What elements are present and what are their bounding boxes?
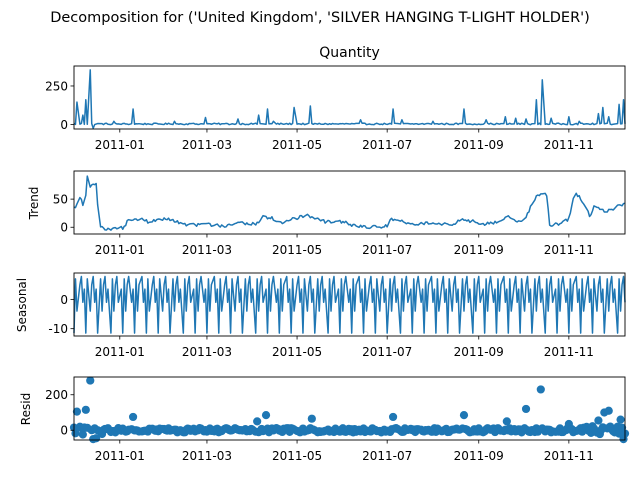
xtick-label: 2011-11 xyxy=(544,138,594,152)
resid-point xyxy=(86,376,95,385)
resid-point xyxy=(536,385,545,394)
xtick-label: 2011-09 xyxy=(454,345,504,359)
marks-seasonal xyxy=(73,275,626,334)
yticks-trend: 0 50 xyxy=(53,193,74,235)
xtick-label: 2011-03 xyxy=(182,345,232,359)
xtick-label: 2011-03 xyxy=(182,138,232,152)
xtick-label: 2011-01 xyxy=(95,243,145,257)
marks-quantity xyxy=(73,69,626,129)
panel-trend: Trend 050 2011-01 2011-03 2011-05 2011-07 20… xyxy=(27,170,626,257)
resid-point xyxy=(81,405,90,414)
panel-title-quantity: Quantity xyxy=(319,45,380,61)
marks-trend xyxy=(73,175,626,231)
resid-point xyxy=(128,412,138,422)
xtick-label: 2011-09 xyxy=(454,138,504,152)
resid-point xyxy=(616,415,625,424)
xtick-label: 2011-09 xyxy=(454,449,504,463)
xtick-label: 2011-01 xyxy=(95,345,145,359)
xtick-label: 2011-01 xyxy=(95,138,145,152)
panel-seasonal: Seasonal -100 2011-01 2011-03 2011-05 2011-… xyxy=(15,272,626,359)
yticks-resid: 0 200 xyxy=(45,388,74,438)
marks-resid xyxy=(69,376,630,444)
resid-point xyxy=(604,406,613,415)
ytick-label: 0 xyxy=(60,293,68,307)
series-line-trend xyxy=(73,175,626,231)
xtick-label: 2011-07 xyxy=(362,243,412,257)
ytick-label: 50 xyxy=(53,193,68,207)
xtick-label: 2011-05 xyxy=(272,449,322,463)
ytick-label: -10 xyxy=(48,322,68,336)
ytick-label: 0 xyxy=(60,118,68,132)
xticks-resid: 2011-01 2011-03 2011-05 2011-07 2011-09 2011-… xyxy=(95,440,594,463)
resid-point xyxy=(253,417,262,426)
frame-resid xyxy=(73,376,626,441)
ylabel-resid: Resid xyxy=(19,393,33,425)
series-line-seasonal xyxy=(73,275,626,334)
ytick-label: 0 xyxy=(60,221,68,235)
resid-point xyxy=(388,412,398,422)
resid-point xyxy=(72,407,82,416)
resid-point xyxy=(521,404,531,414)
resid-point xyxy=(71,429,80,438)
xticks-quantity: 2011-01 2011-03 2011-05 2011-07 2011-09 2011-… xyxy=(95,129,594,152)
ytick-label: 0 xyxy=(60,424,68,438)
xtick-label: 2011-11 xyxy=(544,243,594,257)
xtick-label: 2011-07 xyxy=(362,449,412,463)
frame-quantity xyxy=(73,65,626,130)
resid-point xyxy=(307,414,316,423)
resid-point xyxy=(594,416,603,425)
resid-point xyxy=(261,411,271,420)
xticks-seasonal: 2011-01 2011-03 2011-05 2011-07 2011-09 2011-… xyxy=(95,336,594,359)
yticks-seasonal: -10 0 xyxy=(48,293,74,336)
xtick-label: 2011-01 xyxy=(95,449,145,463)
ylabel-seasonal: Seasonal xyxy=(15,278,29,332)
xtick-label: 2011-03 xyxy=(182,449,232,463)
xtick-label: 2011-05 xyxy=(272,243,322,257)
resid-point xyxy=(502,417,511,426)
ytick-label: 250 xyxy=(45,79,68,93)
xtick-label: 2011-05 xyxy=(272,138,322,152)
ytick-label: 200 xyxy=(45,388,68,402)
ylabel-trend: Trend xyxy=(27,187,41,221)
xtick-label: 2011-11 xyxy=(544,345,594,359)
xtick-label: 2011-07 xyxy=(362,138,412,152)
xtick-label: 2011-11 xyxy=(544,449,594,463)
xtick-label: 2011-03 xyxy=(182,243,232,257)
xtick-label: 2011-07 xyxy=(362,345,412,359)
xticks-trend: 2011-01 2011-03 2011-05 2011-07 2011-09 2011-… xyxy=(95,234,594,257)
xtick-label: 2011-05 xyxy=(272,345,322,359)
yticks-quantity: 0 250 xyxy=(45,79,74,132)
frame-seasonal xyxy=(73,272,626,337)
resid-point xyxy=(78,430,87,439)
frame-trend xyxy=(73,170,626,235)
series-line-quantity xyxy=(73,69,626,129)
xtick-label: 2011-09 xyxy=(454,243,504,257)
resid-point xyxy=(459,411,469,420)
figure-suptitle: Decomposition for ('United Kingdom', 'SI… xyxy=(50,10,590,26)
